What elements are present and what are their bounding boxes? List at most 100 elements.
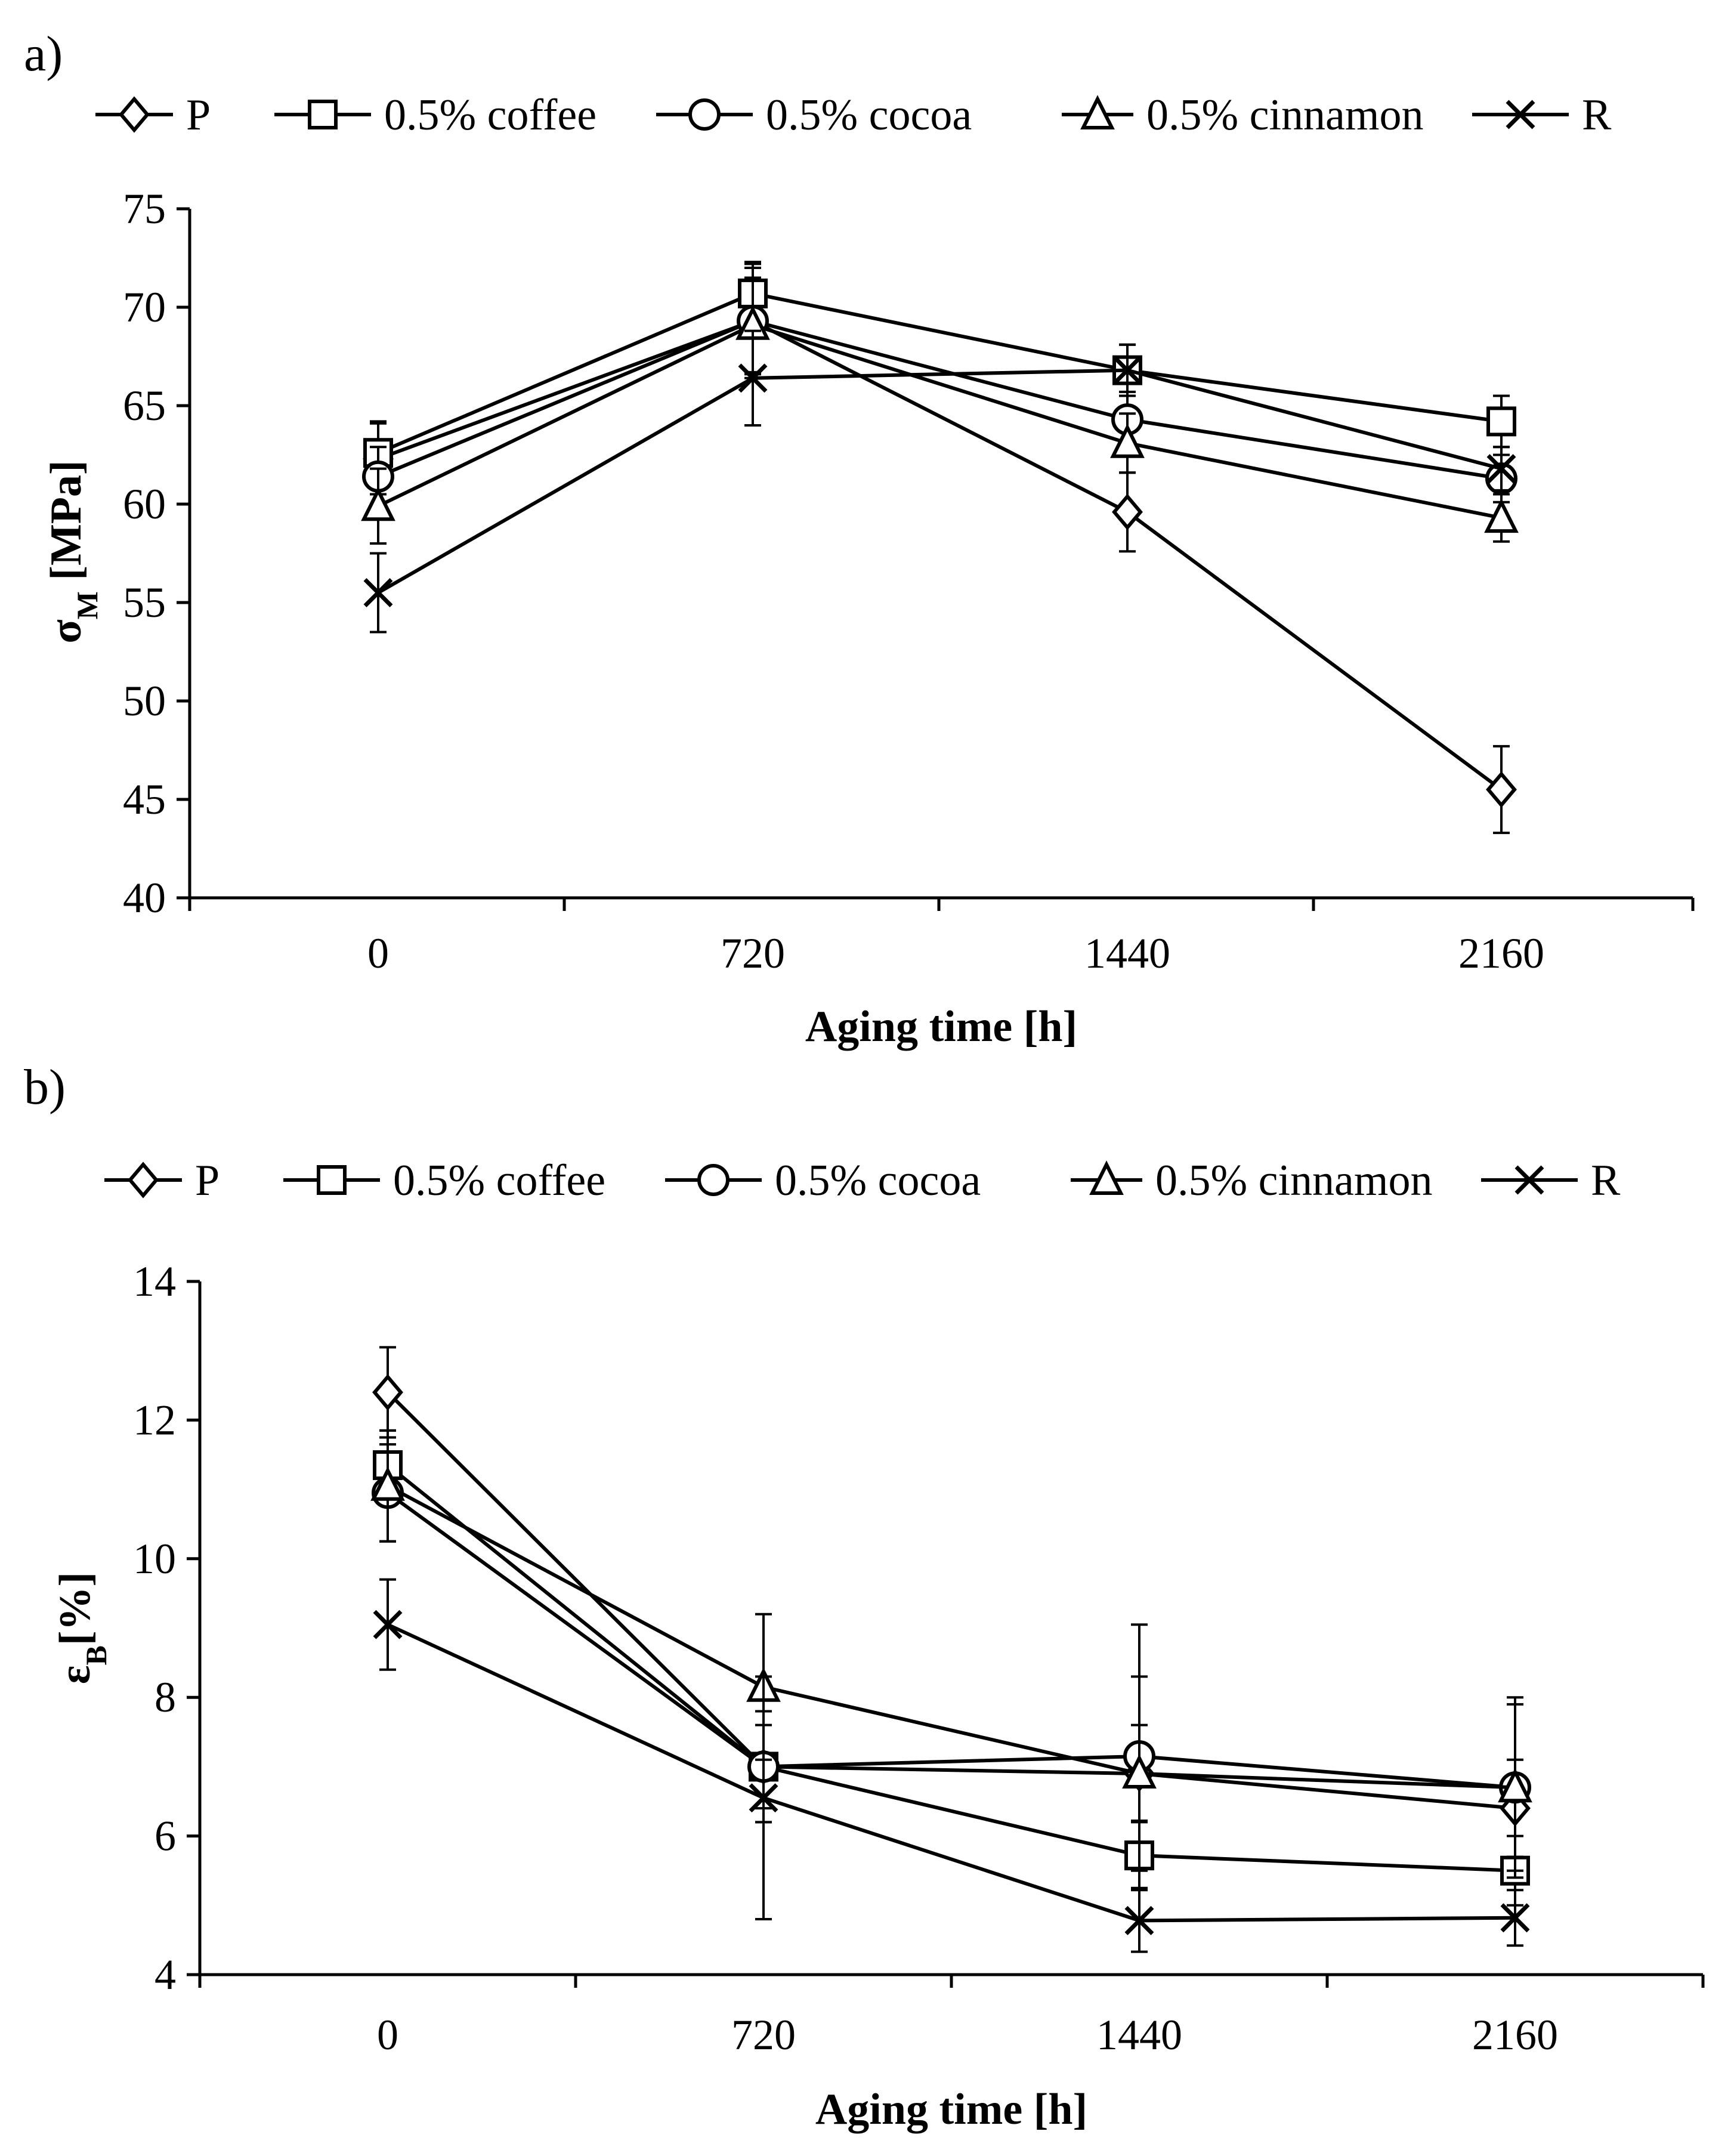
- legend-marker-diamond: [128, 1162, 159, 1199]
- legend-item: 0.5% cocoa: [656, 91, 972, 140]
- legend-marker-circle: [688, 98, 721, 131]
- legend-label: 0.5% cocoa: [775, 1156, 981, 1205]
- series-r: [363, 329, 1516, 634]
- data-point-x: [1500, 1903, 1530, 1933]
- legend-label: 0.5% coffee: [384, 91, 596, 140]
- y-tick-label: 50: [123, 677, 166, 725]
- legend-marker-square: [317, 1165, 347, 1195]
- series-p: [363, 262, 1517, 835]
- data-point-triangle: [1122, 1754, 1157, 1789]
- data-point-x: [1124, 1905, 1154, 1935]
- series-line: [377, 368, 1502, 595]
- legend-label: P: [195, 1156, 220, 1205]
- series-line: [387, 1491, 1516, 1790]
- y-tick-label: 75: [123, 185, 166, 233]
- legend-item: R: [1481, 1156, 1621, 1205]
- series-r: [373, 1578, 1530, 1953]
- y-tick-label: 10: [133, 1535, 176, 1583]
- data-point-diamond: [1486, 771, 1517, 808]
- x-ticks-a: 0 720 1440 2160: [188, 898, 1695, 977]
- x-tick-label: 720: [731, 2011, 796, 2059]
- x-tick-label: 0: [377, 2011, 398, 2059]
- series-0-5-coffee: [373, 1429, 1530, 1907]
- y-tick-label: 65: [123, 382, 166, 430]
- y-axis-title-a-main: σ: [42, 619, 91, 643]
- x-tick-label: 0: [367, 929, 389, 977]
- legend-marker-triangle: [1080, 95, 1115, 129]
- series-line: [377, 319, 1503, 791]
- series-line: [377, 291, 1502, 455]
- y-tick-label: 40: [123, 874, 166, 922]
- data-point-x: [373, 1610, 403, 1639]
- legend-marker-x: [1506, 100, 1535, 129]
- y-tick-label: 60: [123, 480, 166, 528]
- data-point-x: [738, 363, 768, 393]
- y-axis-title-a-sub: M: [70, 591, 104, 619]
- y-ticks-a: 40 45 50 55 60 65 70 75: [123, 185, 190, 922]
- data-point-x: [363, 578, 393, 607]
- data-point-square: [1486, 406, 1516, 437]
- series-0-5-cocoa: [372, 1443, 1531, 1889]
- legend-item: 0.5% cocoa: [665, 1156, 981, 1205]
- series-line: [387, 1623, 1516, 1923]
- data-point-diamond: [372, 1374, 403, 1411]
- data-point-diamond: [1112, 493, 1143, 530]
- x-tick-label: 2160: [1458, 929, 1544, 977]
- x-axis-title-a: Aging time [h]: [805, 1002, 1077, 1051]
- y-tick-label: 4: [154, 1951, 176, 1999]
- series-line: [377, 323, 1502, 520]
- y-tick-label: 55: [123, 579, 166, 626]
- series-line: [377, 319, 1502, 481]
- data-point-x: [1486, 454, 1516, 484]
- x-axis-title-b: Aging time [h]: [815, 2085, 1087, 2134]
- legend-b: P 0.5% coffee 0.5% cocoa 0.5% cinnamon R: [104, 1156, 1621, 1205]
- panel-label-a: a): [24, 26, 63, 82]
- legend-label: 0.5% cocoa: [766, 91, 972, 140]
- y-axis-title-b-main: ε: [51, 1666, 100, 1685]
- legend-marker-circle: [697, 1164, 730, 1196]
- y-tick-label: 6: [154, 1812, 176, 1860]
- data-point-triangle: [370, 1466, 405, 1501]
- chart-panel-b: b) P 0.5% coffee 0.5% cocoa 0.5% cinnamon R …: [24, 1060, 1705, 2134]
- y-ticks-b: 4 6 8 10 12 14: [133, 1258, 200, 1999]
- legend-a: P 0.5% coffee 0.5% cocoa 0.5% cinnamon R: [95, 91, 1612, 140]
- y-axis-title-b: εB[%]: [51, 1572, 113, 1684]
- data-point-triangle: [1498, 1768, 1532, 1803]
- panel-label-b: b): [24, 1060, 66, 1115]
- y-axis-title-b-sub: B: [79, 1645, 113, 1665]
- y-axis-title-b-rest: [%]: [51, 1572, 100, 1645]
- plot-area-a: [361, 261, 1519, 835]
- series-line: [386, 1391, 1516, 1811]
- legend-label: R: [1591, 1156, 1621, 1205]
- series-line: [387, 1463, 1516, 1873]
- y-tick-label: 12: [133, 1396, 176, 1444]
- legend-marker-triangle: [1089, 1160, 1124, 1195]
- y-tick-label: 8: [154, 1673, 176, 1721]
- y-axis-title-a: σM [MPa]: [42, 460, 104, 643]
- legend-label: R: [1582, 91, 1612, 140]
- data-point-x: [1112, 356, 1142, 385]
- legend-item: 0.5% coffee: [274, 91, 596, 140]
- series-line: [387, 1484, 1516, 1790]
- x-tick-label: 1440: [1084, 929, 1170, 977]
- data-point-triangle: [1484, 498, 1519, 533]
- y-tick-label: 45: [123, 776, 166, 823]
- data-point-x: [749, 1783, 778, 1813]
- legend-item: R: [1472, 91, 1612, 140]
- legend-item: 0.5% cinnamon: [1071, 1156, 1432, 1205]
- x-tick-label: 2160: [1472, 2011, 1558, 2059]
- y-tick-label: 14: [133, 1258, 176, 1305]
- legend-item: 0.5% cinnamon: [1062, 91, 1423, 140]
- legend-marker-diamond: [119, 96, 150, 133]
- y-tick-label: 70: [123, 283, 166, 331]
- legend-label: 0.5% cinnamon: [1155, 1156, 1432, 1205]
- legend-item: 0.5% coffee: [283, 1156, 605, 1205]
- series-0-5-cinnamon: [370, 1429, 1532, 1872]
- x-ticks-b: 0 720 1440 2160: [198, 1975, 1705, 2059]
- x-tick-label: 720: [721, 929, 785, 977]
- plot-area-b: [370, 1346, 1532, 1953]
- legend-label: 0.5% coffee: [393, 1156, 605, 1205]
- y-axis-title-a-rest: [MPa]: [42, 460, 91, 591]
- legend-label: P: [186, 91, 211, 140]
- chart-panel-a: a) P 0.5% coffee 0.5% cocoa 0.5% cinnamon R …: [24, 26, 1695, 1051]
